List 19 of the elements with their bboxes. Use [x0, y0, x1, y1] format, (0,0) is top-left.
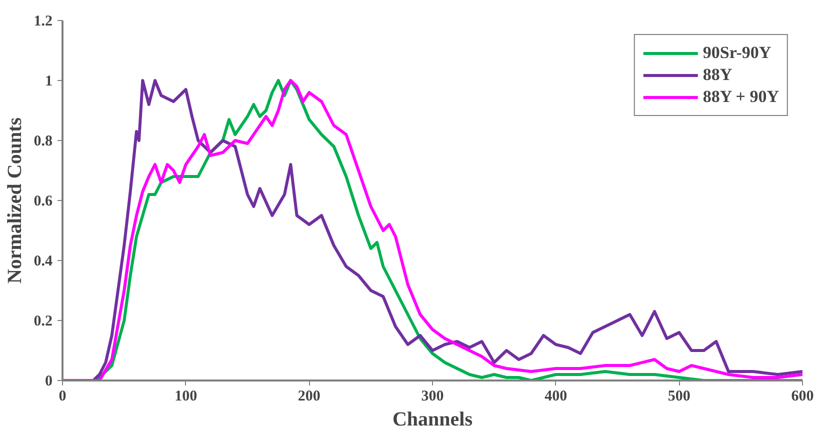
x-tick-label: 300	[421, 388, 444, 404]
y-tick-label: 1.2	[34, 14, 52, 30]
x-tick-label: 500	[668, 388, 690, 404]
y-tick-label: 0.8	[34, 134, 52, 150]
x-tick-label: 400	[544, 388, 568, 404]
y-tick-label: 1	[45, 74, 52, 90]
y-tick-label: 0.2	[34, 314, 52, 330]
x-tick-label: 100	[174, 388, 198, 404]
x-tick-label: 0	[58, 388, 66, 404]
legend-label: 90Sr-90Y	[702, 43, 772, 63]
y-axis-title: Normalized Counts	[4, 117, 26, 284]
x-tick-label: 200	[298, 388, 320, 404]
y-tick-label: 0	[45, 374, 52, 390]
y-tick-label: 0.6	[34, 194, 53, 210]
legend-label: 88Y + 90Y	[702, 87, 779, 107]
x-tick-label: 600	[791, 388, 814, 404]
legend-label: 88Y	[702, 65, 732, 85]
y-tick-label: 0.4	[34, 254, 53, 270]
x-axis-title: Channels	[392, 408, 473, 430]
